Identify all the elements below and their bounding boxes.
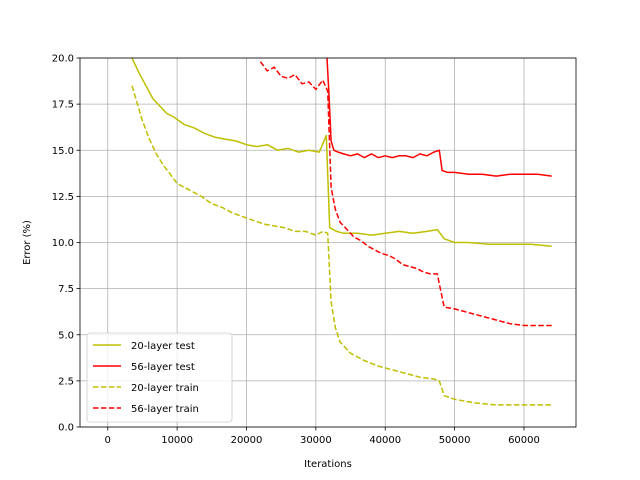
x-tick-label: 10000 — [161, 435, 193, 446]
series-layer — [131, 57, 552, 406]
legend: 20-layer test 56-layer test 20-layer train… — [86, 332, 233, 423]
x-axis-label: Iterations — [304, 459, 352, 470]
series-line-56-layer-test — [326, 57, 552, 177]
x-tick-label: 40000 — [369, 435, 401, 446]
y-axis-label: Error (%) — [22, 220, 33, 265]
series-line-20-layer-test — [131, 57, 552, 247]
x-tick-label: 30000 — [300, 435, 332, 446]
y-tick-label: 10.0 — [52, 238, 74, 249]
legend-label: 56-layer train — [131, 404, 199, 415]
y-tick-label: 5.0 — [58, 330, 74, 341]
x-tick-label: 20000 — [231, 435, 263, 446]
y-tick-label: 20.0 — [52, 54, 74, 65]
x-tick-label: 0 — [105, 435, 111, 446]
series-line-20-layer-train — [131, 85, 552, 406]
legend-box — [86, 332, 233, 423]
series-line-56-layer-train — [259, 61, 552, 327]
x-tick-label: 60000 — [508, 435, 540, 446]
legend-label: 20-layer train — [131, 383, 199, 394]
y-tick-label: 15.0 — [52, 146, 74, 157]
y-axis: 0.0 2.5 5.0 7.5 10.0 12.5 15.0 17.5 20.0 — [52, 54, 80, 434]
y-tick-label: 0.0 — [58, 423, 74, 434]
legend-label: 56-layer test — [131, 362, 195, 373]
x-tick-label: 50000 — [439, 435, 471, 446]
y-tick-label: 7.5 — [58, 284, 74, 295]
legend-label: 20-layer test — [131, 341, 195, 352]
y-tick-label: 17.5 — [52, 100, 74, 111]
x-axis: 0 10000 20000 30000 40000 50000 60000 — [105, 427, 540, 446]
y-tick-label: 2.5 — [58, 376, 74, 387]
y-tick-label: 12.5 — [52, 192, 74, 203]
